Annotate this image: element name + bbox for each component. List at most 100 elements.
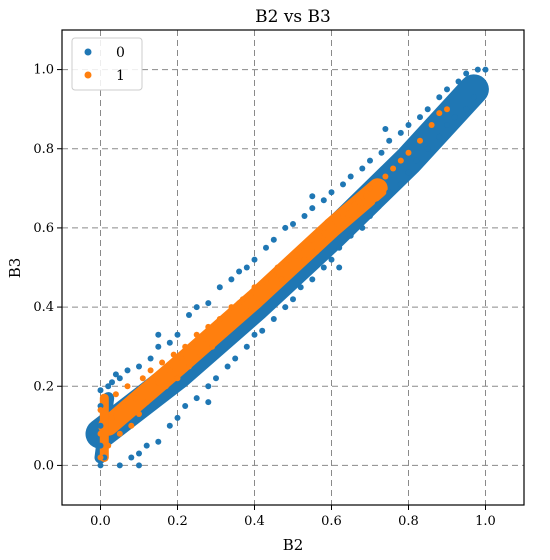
series-0-point [116,375,123,382]
series-1-point [166,367,173,374]
series-1-point [139,375,146,382]
series-0-point [232,355,239,362]
series-1-point [116,430,123,437]
axis-ticks: 0.0 0.2 0.4 0.6 0.8 1.0 0.0 0.2 0.4 0.6 0.8 1.0 [33,63,496,529]
series-1-point [155,379,162,386]
series-0-point [270,316,277,322]
x-tick-label: 0.2 [167,514,188,529]
series-1-point [205,323,212,330]
series-0-point [105,383,112,390]
series-1-point [278,276,285,283]
series-1-point [436,110,443,117]
series-1-point [239,296,246,303]
series-0-point [166,339,173,346]
series-1-point [255,300,262,307]
series-0-point [116,462,123,469]
series-1-point [313,248,320,255]
series-0-point [382,126,389,132]
series-1-point [290,268,296,275]
series-0-point [112,371,119,378]
series-0-point [143,442,150,449]
series-1-point [382,173,389,180]
series-0-point [436,94,443,101]
series-0-point [474,66,481,73]
series-1-point [270,272,277,279]
series-0-point [417,114,423,121]
series-0-point [136,462,142,469]
series-0-point [193,395,200,402]
series-0-point [309,276,316,283]
series-0-point [309,193,316,200]
series-0-point [301,213,308,219]
series-1-point [320,224,327,231]
series-1-point [136,411,142,417]
series-1-point [405,149,412,156]
series-1-point [201,335,208,342]
series-1-point [186,363,192,370]
series-1-point [374,181,381,188]
series-1-point [178,355,185,362]
series-0-point [463,106,470,113]
series-1-point [232,319,239,326]
series-1-point [132,395,139,402]
series-1-point [428,122,435,128]
series-1-point [397,157,404,164]
series-0-point [282,304,289,311]
series-1-point [309,236,316,243]
series-1-point [351,201,358,208]
series-1-point [220,331,227,338]
series-1-point [355,197,362,204]
series-0-point [147,355,154,362]
series-0-point [97,387,104,394]
series-1-point [159,359,166,366]
plot-frame [61,29,525,506]
series-0-point [340,181,346,188]
series-1-point [209,343,216,350]
grid [62,30,524,505]
series-0-point [413,157,420,164]
series-0-point [251,331,258,338]
y-tick-label: 0.6 [33,221,54,236]
series-0-point [397,181,404,188]
series-0-point [359,165,366,172]
series-1-point [197,351,204,358]
series-0-point [320,264,327,271]
series-0-point [378,149,385,156]
y-axis-label: B3 [6,258,24,279]
data-points [97,66,489,469]
series-0-point [136,450,142,457]
x-tick-label: 0.8 [398,514,419,529]
series-1-point [301,256,308,263]
series-0-point [282,224,289,231]
series-0-point [97,462,104,469]
series-1-point [109,414,115,421]
series-0-point [444,86,450,93]
series-1-point [263,276,269,283]
series-0-point [405,169,412,176]
x-tick-label: 0.0 [90,514,111,529]
legend-marker-series-1 [84,71,92,79]
series-1-point [124,383,131,390]
chart-title: B2 vs B3 [255,7,331,27]
series-1-point [347,217,354,223]
legend-label-series-0: 0 [116,45,125,61]
legend-box [71,37,143,91]
series-1-point [224,312,231,318]
series-1-point [216,316,223,322]
series-0-point [320,197,327,204]
series-1-point [162,383,169,390]
series-0-point [236,268,243,275]
series-0-point [136,363,142,370]
series-0-point [290,296,296,303]
series-0-point [205,383,212,390]
series-0-point [97,442,104,449]
series-1-point [328,221,335,227]
series-1-point [324,236,331,243]
series-0-point [193,304,200,311]
series-0-point [290,221,296,227]
series-0-point [424,106,431,113]
series-0-point [270,236,277,243]
series-0-point [97,422,104,429]
series-1-point [97,454,104,461]
series-0-point [224,363,231,370]
